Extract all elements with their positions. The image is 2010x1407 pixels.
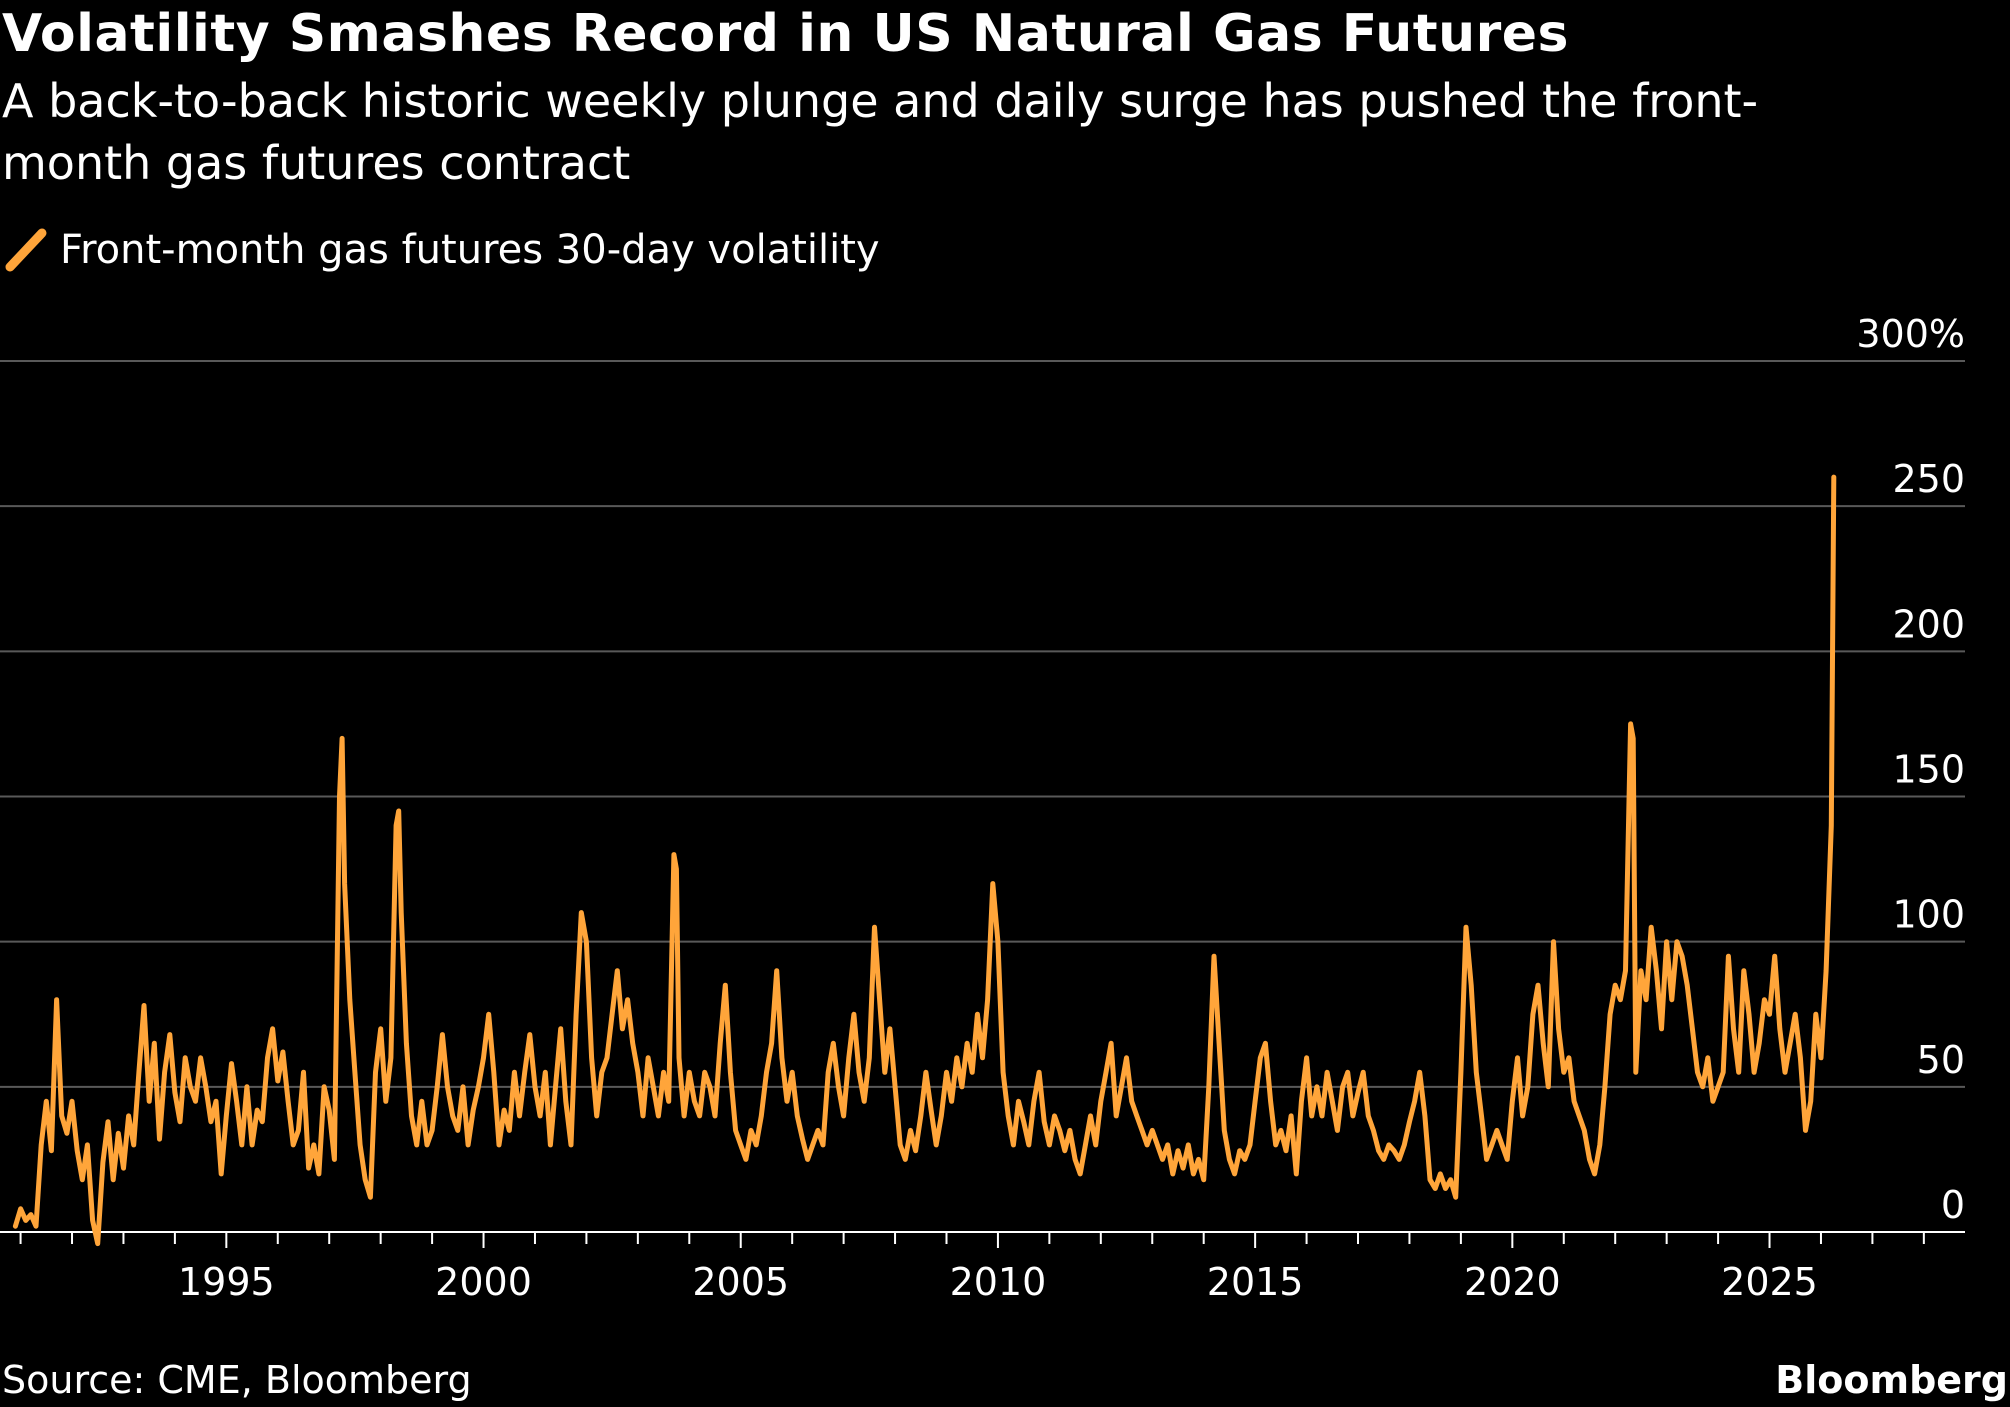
y-tick-label-100: 100 <box>1892 893 1965 937</box>
legend: Front-month gas futures 30-day volatilit… <box>2 224 880 276</box>
source-note: Source: CME, Bloomberg <box>2 1358 472 1402</box>
legend-swatch-icon <box>5 228 47 272</box>
y-tick-label-300: 300% <box>1856 312 1965 356</box>
x-tick-label-2005: 2005 <box>692 1260 789 1304</box>
chart-title: Volatility Smashes Record in US Natural … <box>2 4 1569 64</box>
legend-label: Front-month gas futures 30-day volatilit… <box>60 227 880 273</box>
series-line-volatility <box>12 474 1837 1247</box>
x-tick-label-2015: 2015 <box>1207 1260 1304 1304</box>
chart-subtitle: A back-to-back historic weekly plunge an… <box>2 74 1759 190</box>
y-tick-label-250: 250 <box>1892 457 1965 501</box>
y-tick-label-50: 50 <box>1917 1038 1965 1082</box>
y-tick-label-150: 150 <box>1892 748 1965 792</box>
x-tick-label-2000: 2000 <box>435 1260 532 1304</box>
x-tick-label-2010: 2010 <box>950 1260 1047 1304</box>
x-tick-label-2025: 2025 <box>1721 1260 1818 1304</box>
y-tick-label-0: 0 <box>1941 1183 1965 1227</box>
bloomberg-logo: Bloomberg <box>1775 1358 2008 1402</box>
x-tick-label-2020: 2020 <box>1464 1260 1561 1304</box>
y-tick-label-200: 200 <box>1892 602 1965 646</box>
x-tick-label-1995: 1995 <box>178 1260 275 1304</box>
